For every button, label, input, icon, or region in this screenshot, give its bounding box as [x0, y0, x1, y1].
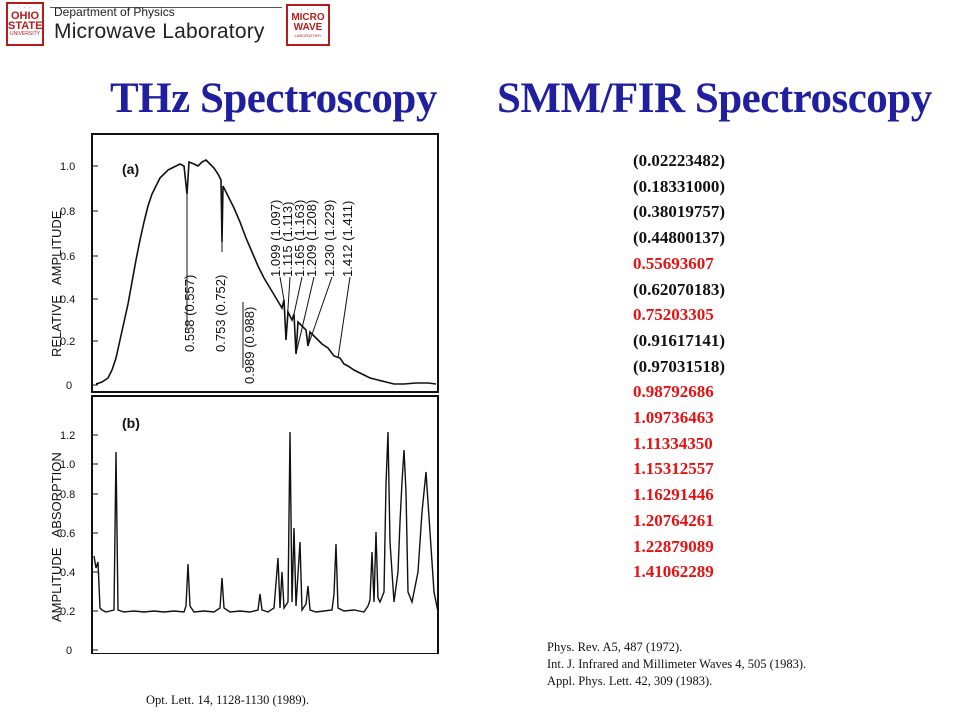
frequency-value-highlighted: 1.09736463	[633, 408, 714, 428]
panel-a-ytick: 0	[66, 380, 72, 392]
header-divider	[50, 7, 282, 8]
panel-a-annotation: 0.753 (0.752)	[213, 275, 228, 352]
frequency-value: (0.18331000)	[633, 176, 726, 196]
panel-b-ytick: 0.6	[60, 528, 75, 540]
panel-a-ylabel: RELATIVE AMPLITUDE	[49, 210, 64, 357]
frequency-value: (0.62070183)	[633, 279, 726, 299]
department-name: Department of Physics	[54, 5, 175, 19]
panel-b-label: (b)	[122, 415, 140, 431]
panel-b-ytick: 0.2	[60, 606, 75, 618]
microwave-lab-logo: · · · MICRO WAVE LABORATORY	[286, 4, 330, 46]
panel-a-annotation: 1.165 (1.163)	[292, 200, 307, 277]
reference-item: Appl. Phys. Lett. 42, 309 (1983).	[547, 674, 713, 688]
reference-item: Int. J. Infrared and Millimeter Waves 4,…	[547, 657, 807, 671]
panel-b-ytick: 1.2	[60, 430, 75, 442]
title-smm-fir-spectroscopy: SMM/FIR Spectroscopy	[497, 75, 932, 122]
frequency-value-highlighted: 0.75203305	[633, 305, 714, 325]
panel-a-ytick: 1.0	[60, 161, 75, 173]
reference-left: Opt. Lett. 14, 1128-1130 (1989).	[146, 693, 309, 707]
reference-item: Phys. Rev. A5, 487 (1972).	[547, 640, 683, 654]
title-thz-spectroscopy: THz Spectroscopy	[110, 75, 437, 122]
panel-a-ytick: 0.6	[60, 251, 75, 263]
frequency-value: (0.38019757)	[633, 202, 726, 222]
panel-a-ytick: 0.8	[60, 206, 75, 218]
panel-a-yaxis: 0 0.2 0.4 0.6 0.8 1.0	[60, 161, 98, 392]
frequency-value: (0.97031518)	[633, 356, 726, 376]
panel-b-ylabel: AMPLITUDE ABSORPTION	[49, 452, 64, 622]
panel-a-ytick: 0.2	[60, 336, 75, 348]
panel-b-ytick: 0.4	[60, 567, 75, 579]
laboratory-name: Microwave Laboratory	[54, 20, 265, 43]
frequency-value-highlighted: 1.22879089	[633, 536, 714, 556]
panel-a-annotation: 1.230 (1.229)	[322, 200, 337, 277]
frequency-value-highlighted: 0.98792686	[633, 382, 714, 402]
panel-a-annotation: 0.989 (0.988)	[242, 307, 257, 384]
frequency-value-highlighted: 0.55693607	[633, 253, 714, 273]
panel-a-label: (a)	[122, 161, 139, 177]
panel-b-frame	[91, 395, 439, 654]
panel-a-ytick: 0.4	[60, 294, 75, 306]
frequency-value-highlighted: 1.20764261	[633, 510, 714, 530]
panel-a-frame	[91, 133, 439, 393]
spectrum-figure: 0 0.2 0.4 0.6 0.8 1.0 RELATIVE AMPLITUDE…	[49, 133, 439, 654]
panel-a-annotation: 1.412 (1.411)	[340, 201, 355, 277]
frequency-value: (0.44800137)	[633, 228, 726, 248]
frequency-value-highlighted: 1.15312557	[633, 459, 714, 479]
panel-b-ytick: 0	[66, 645, 72, 654]
frequency-value-highlighted: 1.41062289	[633, 562, 714, 582]
frequency-value-list: (0.02223482) (0.18331000) (0.38019757) (…	[633, 148, 725, 585]
panel-a-annotation-lines	[186, 194, 351, 368]
frequency-value-highlighted: 1.16291446	[633, 485, 714, 505]
references-right: Phys. Rev. A5, 487 (1972). Int. J. Infra…	[547, 639, 806, 690]
panel-a-amplitude-curve	[95, 159, 437, 385]
ohio-state-logo: · · · OHIO STATE UNIVERSITY	[6, 2, 44, 46]
panel-a-annotation: 0.558 (0.557)	[182, 275, 197, 352]
panel-a-annotation: 1.209 (1.208)	[304, 200, 319, 277]
panel-b-ytick: 1.0	[60, 459, 75, 471]
panel-a-annotation: 1.115 (1.113)	[280, 202, 295, 277]
frequency-value-highlighted: 1.11334350	[633, 433, 713, 453]
panel-b-absorption-curve	[93, 431, 439, 613]
panel-a-annotation: 1.099 (1.097)	[268, 200, 283, 277]
panel-b-ytick: 0.8	[60, 489, 75, 501]
frequency-value: (0.91617141)	[633, 330, 726, 350]
frequency-value: (0.02223482)	[633, 151, 726, 170]
panel-b-yaxis: 0 0.2 0.4 0.6 0.8 1.0 1.2	[60, 430, 98, 654]
